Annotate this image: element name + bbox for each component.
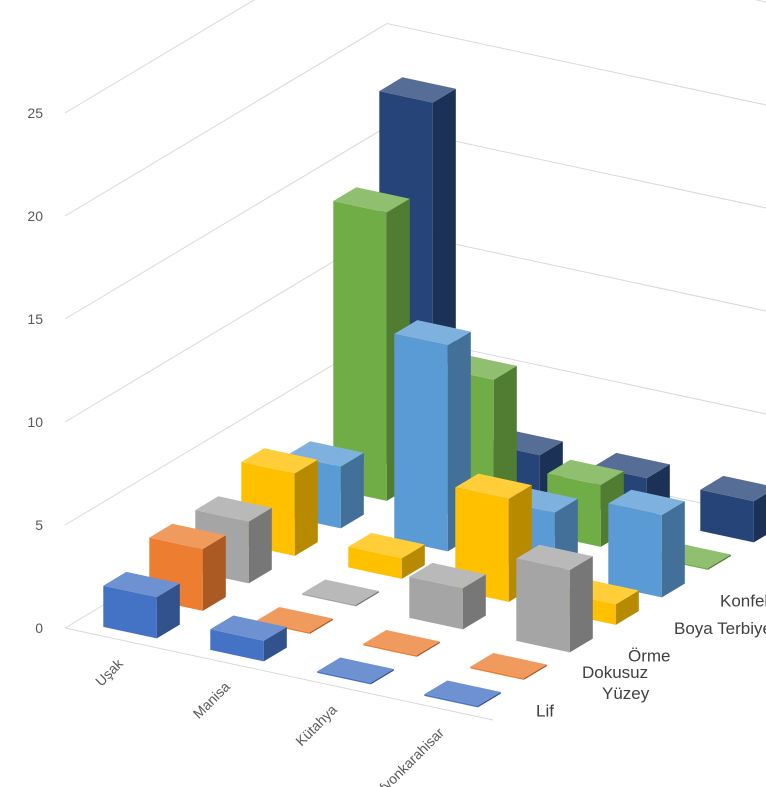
bar-side-face (202, 535, 226, 611)
bar-front-face (470, 666, 524, 680)
bar-side-face (707, 554, 731, 570)
x-category-label: Kütahya (292, 701, 340, 749)
bar-i̇plik-afyonkarahisar (700, 475, 766, 543)
bar-top-face (149, 523, 226, 550)
depth-series-label: Örme (628, 646, 671, 665)
bar-side-face (263, 627, 287, 662)
bar-side-face (416, 641, 440, 657)
y-axis: 0 5 10 15 20 25 (27, 105, 43, 636)
bar-top-face (516, 544, 593, 570)
bar-top-face (302, 579, 379, 605)
y-tick-label: 15 (27, 311, 43, 327)
bar-front-face (363, 643, 417, 657)
bar-top-face (333, 187, 410, 213)
bar-front-face (394, 333, 448, 552)
y-tick-label: 5 (35, 517, 43, 533)
bar-front-face (409, 576, 463, 630)
bar-side-face (615, 590, 639, 625)
bar-front-face (302, 593, 356, 607)
x-category-label: Uşak (92, 655, 127, 690)
bar-front-face (608, 503, 662, 598)
bar-top-face (394, 320, 471, 346)
bar-top-face (470, 653, 547, 679)
y-tick-label: 25 (27, 105, 43, 121)
bar-top-face (210, 615, 287, 641)
bar-front-face (516, 558, 570, 653)
bar-top-face (195, 496, 272, 522)
bars (103, 77, 766, 708)
bar-top-face (608, 489, 685, 515)
bar-side-face (370, 669, 394, 685)
bar-top-face (409, 562, 486, 589)
bar-top-face (379, 77, 456, 103)
bar-front-face (333, 201, 387, 501)
bar-örme-manisa (302, 579, 379, 607)
floor-edge (64, 627, 494, 721)
bar-side-face (156, 583, 180, 639)
bar-lif-afyonkarahisar (424, 680, 501, 708)
bar-top-face (287, 441, 364, 467)
bar-front-face (210, 629, 264, 662)
bar-boya-terbiye-manisa (348, 533, 425, 579)
bar-side-face (355, 591, 379, 607)
bar-side-face (477, 692, 501, 708)
bar-top-face (103, 571, 180, 598)
bar-top-face (363, 630, 440, 656)
bar-top-face (455, 473, 532, 499)
gridline-20 (64, 22, 766, 217)
bar-side-face (753, 493, 766, 543)
bar-top-face (348, 533, 425, 559)
bar-örme-kütahya (409, 562, 486, 630)
bar-side-face (309, 618, 333, 634)
x-axis: Uşak Manisa Kütahya Afyonkarahisar (92, 655, 447, 787)
bar-dokusuz-yüzey-afyonkarahisar (470, 653, 547, 680)
bar-top-face (241, 448, 318, 474)
bar-front-face (700, 489, 754, 543)
bar-konfeksiyon-afyonkarahisar (608, 489, 685, 598)
bar-side-face (569, 556, 593, 653)
bar-top-face (700, 475, 766, 502)
bar-lif-uşak (103, 571, 180, 639)
bar-dokusuz-yüzey-kütahya (363, 630, 440, 657)
y-tick-label: 10 (27, 414, 43, 430)
bar-front-face (103, 585, 157, 639)
bar-side-face (401, 544, 425, 579)
bar-side-face (294, 459, 318, 556)
depth-series-label: Dokusuz Yüzey (582, 663, 650, 703)
bar-top-face (424, 680, 501, 706)
y-tick-label: 20 (27, 208, 43, 224)
bar-side-face (661, 501, 685, 598)
bar-front-face (424, 694, 478, 708)
bar-top-face (256, 607, 333, 633)
x-category-label: Afyonkarahisar (370, 724, 448, 787)
bar-lif-manisa (210, 615, 287, 662)
bar-top-face (547, 459, 624, 486)
depth-series-label: Konfeksiyon (720, 591, 766, 610)
bar-side-face (248, 507, 272, 584)
depth-series-label: Boya Terbiye (674, 619, 766, 638)
bar-lif-kütahya (317, 657, 394, 685)
bar-front-face (348, 546, 402, 579)
bar-örme-afyonkarahisar (516, 544, 593, 653)
bar-top-face (317, 657, 394, 683)
x-category-label: Manisa (190, 678, 233, 721)
gridline-25 (64, 0, 766, 114)
y-tick-label: 0 (35, 620, 43, 636)
bar-top-face (593, 452, 670, 479)
bar-front-face (317, 671, 371, 685)
bar-side-face (462, 574, 486, 630)
depth-series-label: Lif (536, 701, 554, 720)
bar-side-face (340, 452, 364, 529)
bar-side-face (523, 664, 547, 680)
